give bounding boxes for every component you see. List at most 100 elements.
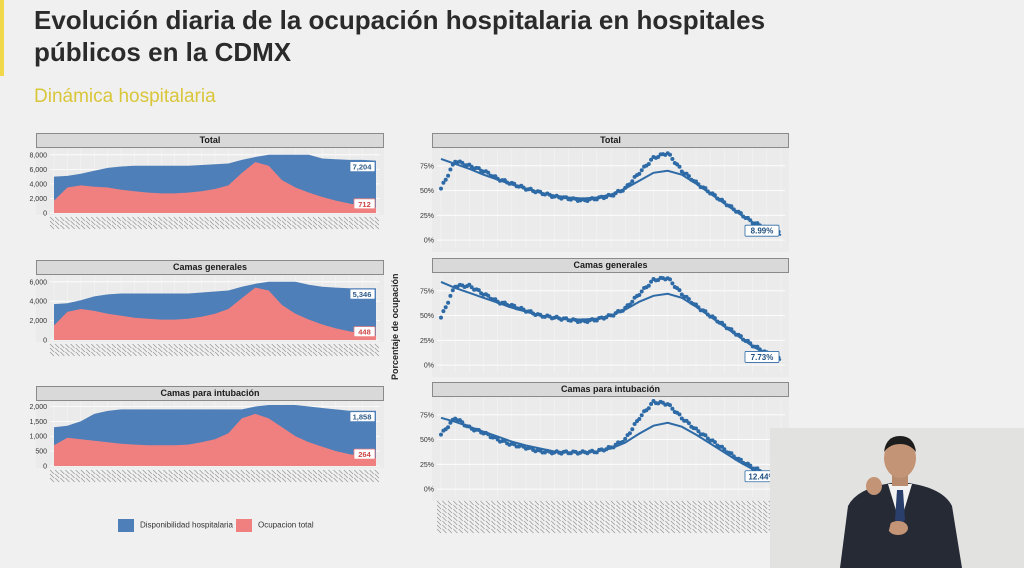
x-tick-mark [250,216,256,222]
x-tick-mark [588,524,594,530]
x-tick-mark [545,524,551,530]
x-tick-mark [194,216,199,222]
x-tick-mark [627,516,632,522]
x-tick-mark [507,516,512,522]
x-tick-mark [348,347,354,353]
x-tick-mark [261,347,266,353]
x-tick-mark [255,469,261,475]
x-tick-mark [665,508,670,514]
x-tick-mark [610,528,616,534]
x-tick-mark [307,347,313,353]
x-tick-mark [302,351,307,357]
x-tick-mark [132,216,137,222]
x-tick-mark [561,504,567,510]
x-tick-mark [621,528,627,534]
x-tick-mark [572,528,578,534]
x-tick-mark [469,520,474,526]
data-point [493,297,498,302]
x-tick-mark [627,528,632,534]
x-tick-mark [529,512,534,518]
x-tick-mark [757,520,763,526]
x-tick-mark [127,477,132,483]
x-tick-mark [168,473,173,479]
x-tick-mark [463,500,469,506]
data-point [670,281,675,286]
x-tick-mark [501,504,507,510]
data-point [649,157,654,162]
x-tick-mark [529,504,534,510]
x-tick-mark [338,216,344,222]
x-tick-mark [266,351,271,357]
x-tick-mark [333,343,338,349]
x-tick-mark [90,347,96,353]
x-tick-mark [463,512,469,518]
x-tick-mark [659,516,665,522]
x-tick-mark [209,216,215,222]
x-tick-mark [266,216,271,222]
x-tick-mark [65,477,70,483]
data-point [694,426,698,431]
x-tick-mark [312,220,318,226]
data-point [476,166,481,171]
data-point [696,429,701,434]
x-tick-mark [194,347,199,353]
x-tick-mark [240,477,246,483]
x-tick-mark [594,500,599,506]
x-tick-mark [496,508,502,514]
x-tick-mark [183,477,189,483]
x-tick-mark [594,508,599,514]
x-tick-mark [654,520,659,526]
x-tick-mark [572,504,578,510]
x-tick-mark [556,508,561,514]
x-tick-mark [152,347,158,353]
y-tick-label: 2,000 [29,196,47,203]
x-tick-mark [480,504,485,510]
x-tick-mark [436,512,442,518]
x-tick-mark [147,473,153,479]
x-tick-mark [746,516,752,522]
x-tick-mark [75,216,81,222]
x-tick-mark [561,500,567,506]
x-tick-mark [142,473,148,479]
x-tick-mark [297,343,302,349]
x-tick-mark [474,500,480,506]
x-tick-mark [599,528,605,534]
x-tick-mark [297,224,302,230]
x-tick-mark [523,504,529,510]
x-tick-mark [312,469,318,475]
x-tick-mark [49,477,55,483]
x-tick-mark [605,520,610,526]
x-tick-mark [343,216,349,222]
x-tick-mark [491,504,496,510]
x-tick-mark [302,473,307,479]
x-tick-mark [214,477,220,483]
x-tick-mark [116,351,122,357]
x-tick-mark [250,351,256,357]
x-tick-mark [338,469,344,475]
x-tick-mark [374,220,380,226]
x-tick-mark [599,508,605,514]
x-tick-mark [692,508,697,514]
x-tick-mark [281,351,287,357]
y-tick-label: 4,000 [29,181,47,188]
x-tick-mark [49,469,55,475]
x-tick-mark [255,351,261,357]
x-tick-mark [188,343,194,349]
x-tick-mark [85,473,91,479]
x-tick-mark [359,216,364,222]
x-tick-mark [453,528,458,534]
data-point [476,288,481,293]
x-tick-mark [65,343,70,349]
x-tick-mark [703,512,708,518]
y-tick-label: 50% [420,313,434,320]
x-tick-mark [353,220,359,226]
x-tick-mark [369,473,374,479]
x-tick-mark [518,520,523,526]
x-tick-mark [286,477,292,483]
x-tick-mark [65,224,70,230]
x-tick-mark [442,508,447,514]
data-point [450,288,455,293]
x-tick-mark [480,508,485,514]
x-tick-mark [567,512,572,518]
x-tick-mark [307,351,313,357]
